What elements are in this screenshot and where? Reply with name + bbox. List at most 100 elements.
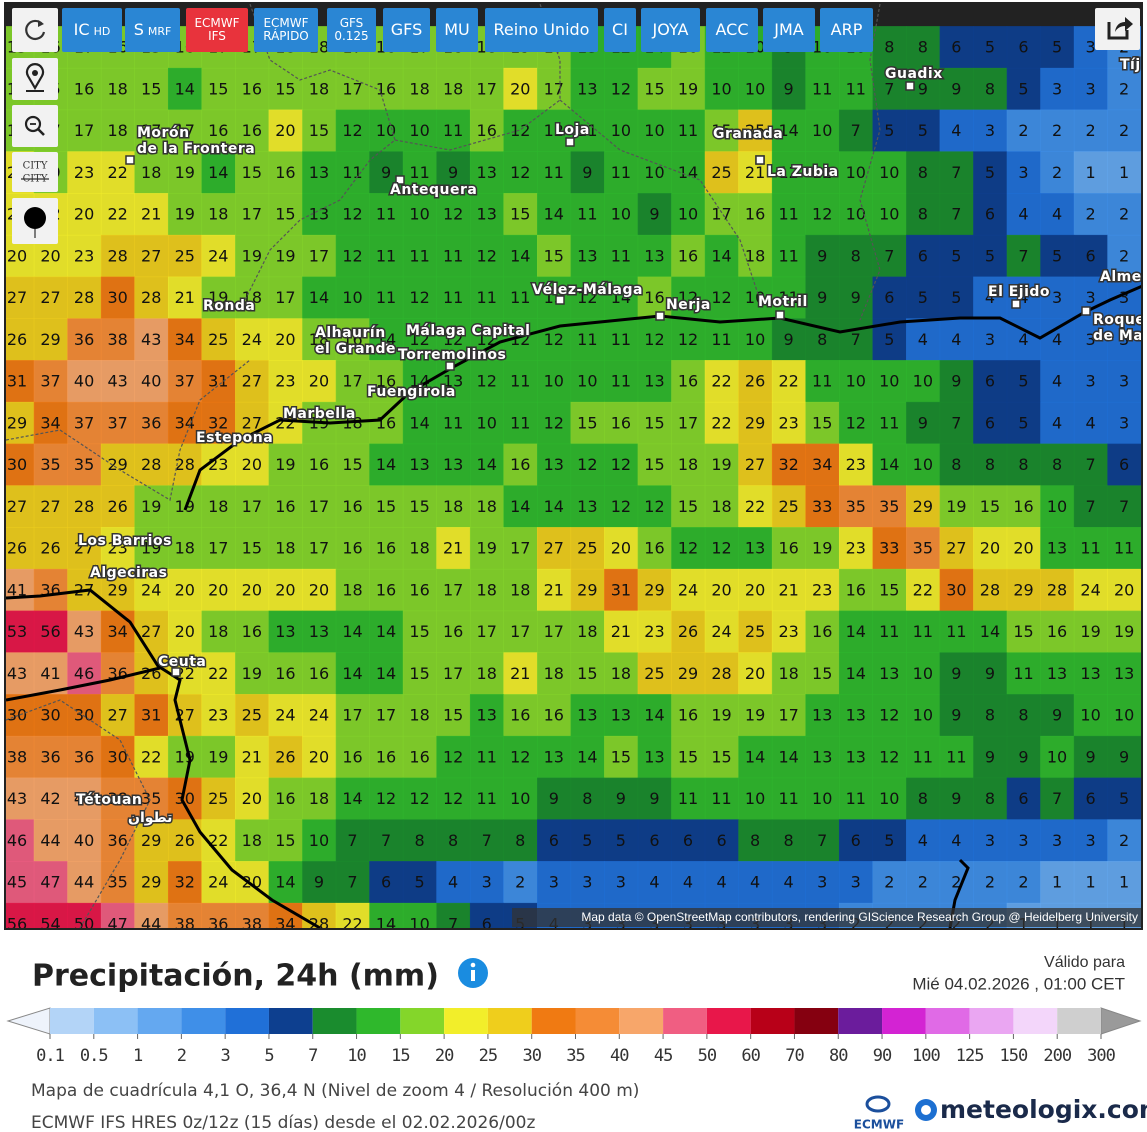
place-label[interactable]: Marbella <box>282 405 357 424</box>
place-label[interactable]: Algeciras <box>89 564 169 583</box>
grid-cell <box>1073 694 1108 737</box>
info-icon[interactable] <box>458 958 488 988</box>
grid-cell <box>838 527 874 570</box>
grid-cell <box>167 360 203 403</box>
place-label[interactable]: Estepona <box>195 429 275 448</box>
place-label[interactable]: Ceuta <box>157 653 208 672</box>
grid-cell <box>335 193 370 236</box>
grid-value: 12 <box>544 330 564 349</box>
place-label[interactable]: Antequera <box>389 181 479 200</box>
grid-value: 9 <box>985 664 995 683</box>
grid-value: 14 <box>477 455 497 474</box>
grid-value: 13 <box>443 372 463 391</box>
place-label[interactable]: el Grande <box>314 340 398 359</box>
model-button[interactable]: ARP <box>820 8 873 52</box>
grid-cell <box>537 861 572 904</box>
city-button[interactable]: CITY CITY <box>12 152 58 192</box>
model-button[interactable]: GFS 0.125 <box>327 8 376 52</box>
grid-cell <box>570 568 605 612</box>
grid-cell <box>67 318 102 361</box>
place-label[interactable]: Guadix <box>884 65 944 84</box>
grid-value: 20 <box>175 622 195 641</box>
grid-value: 7 <box>381 831 391 850</box>
grid-cell <box>637 67 672 111</box>
grid-value: 15 <box>611 747 631 766</box>
grid-cell <box>637 360 672 403</box>
grid-value: 17 <box>309 246 329 265</box>
model-button-label: MRF <box>147 24 172 38</box>
grid-value: 34 <box>812 455 832 474</box>
grid-cell <box>637 109 672 152</box>
place-label[interactable]: Tíj <box>1119 56 1142 75</box>
grid-value: 5 <box>985 38 995 57</box>
grid-value: 14 <box>309 288 329 307</box>
place-label[interactable]: تطوان <box>127 809 174 828</box>
place-label[interactable]: Morón <box>136 124 191 143</box>
grid-cell <box>235 67 270 111</box>
grid-cell <box>1040 67 1075 111</box>
share-button[interactable] <box>1095 8 1140 50</box>
model-button[interactable]: GFS <box>383 8 430 52</box>
place-label[interactable]: El Ejido <box>987 283 1052 302</box>
place-label[interactable]: Los Barrios <box>77 532 173 551</box>
place-label[interactable]: Nerja <box>665 296 712 315</box>
grid-cell <box>973 193 1008 236</box>
grid-cell <box>402 276 437 319</box>
model-button[interactable]: ECMWF RÁPIDO <box>254 8 318 52</box>
grid-value: 17 <box>678 413 698 432</box>
grid-cell <box>738 861 773 904</box>
grid-value: 12 <box>510 163 530 182</box>
grid-value: 13 <box>544 455 564 474</box>
model-button[interactable]: IC HD <box>62 8 122 52</box>
grid-value: 17 <box>309 497 329 516</box>
grid-value: 16 <box>275 664 295 683</box>
place-label[interactable]: Roque <box>1092 311 1145 330</box>
model-button[interactable]: MU <box>436 8 478 52</box>
grid-cell <box>805 67 840 111</box>
grid-value: 16 <box>376 539 396 558</box>
place-label[interactable]: Alme <box>1099 268 1142 287</box>
place-label[interactable]: Vélez-Málaga <box>531 281 644 300</box>
model-button[interactable]: ACC <box>706 8 758 52</box>
place-label[interactable]: La Zubia <box>766 163 840 182</box>
model-button[interactable]: Reino Unido <box>485 8 598 52</box>
place-label[interactable]: de la Frontera <box>136 140 257 159</box>
meteologix-logo[interactable]: meteologix.com <box>915 1095 1147 1124</box>
place-label[interactable]: Alhaurín <box>314 324 387 343</box>
place-label[interactable]: Granada <box>712 125 785 144</box>
grid-value: 36 <box>74 747 94 766</box>
grid-value: 10 <box>644 121 664 140</box>
grid-cell <box>838 234 874 278</box>
place-label[interactable]: Loja <box>554 121 591 140</box>
place-label[interactable]: Málaga Capital <box>405 322 532 341</box>
place-label[interactable]: Motril <box>757 293 809 312</box>
grid-cell <box>503 735 538 779</box>
zoom-button[interactable] <box>12 105 58 147</box>
grid-cell <box>134 151 169 194</box>
place-label[interactable]: Torremolinos <box>397 346 508 365</box>
place-label[interactable]: Ronda <box>202 297 257 316</box>
place-label[interactable]: Fuengirola <box>366 383 457 402</box>
grid-value: 15 <box>275 205 295 224</box>
grid-cell <box>369 151 404 194</box>
grid-value: 21 <box>611 622 631 641</box>
model-button[interactable]: ECMWF IFS <box>186 8 248 52</box>
grid-value: 11 <box>510 372 530 391</box>
grid-cell <box>436 193 471 236</box>
grid-cell <box>369 568 404 612</box>
place-label[interactable]: de Ma <box>1092 327 1143 346</box>
place-label[interactable]: Tétouan <box>75 791 144 810</box>
model-button[interactable]: JOYA <box>641 8 700 52</box>
model-button[interactable]: CI <box>604 8 636 52</box>
location-button[interactable] <box>12 58 58 100</box>
model-button[interactable]: S MRF <box>125 8 180 52</box>
grid-cell <box>469 360 504 403</box>
grid-value: 16 <box>242 79 262 98</box>
grid-value: 19 <box>242 246 262 265</box>
grid-value: 45 <box>7 873 27 892</box>
grid-cell <box>1073 443 1108 486</box>
marker-button[interactable] <box>12 198 58 244</box>
model-button[interactable]: JMA <box>763 8 815 52</box>
grid-value: 19 <box>711 455 731 474</box>
refresh-button[interactable] <box>12 8 58 52</box>
